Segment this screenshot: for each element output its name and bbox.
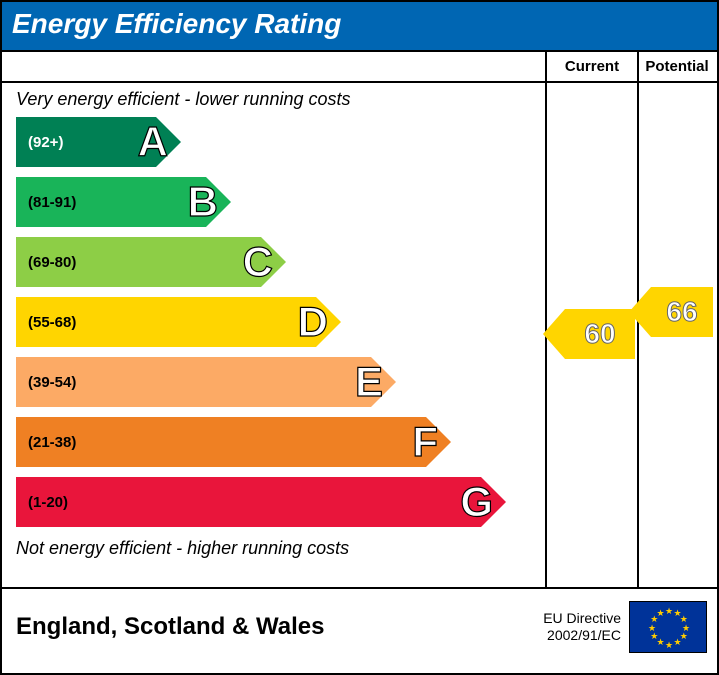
chart-area: Very energy efficient - lower running co… [2, 83, 547, 587]
region-text: England, Scotland & Wales [12, 613, 543, 641]
band-letter-b: B [188, 178, 218, 226]
current-rating-pointer: 60 [565, 309, 635, 359]
potential-column: 66 [639, 83, 715, 587]
body-row: Very energy efficient - lower running co… [2, 83, 717, 589]
band-row-e: (39-54) E [2, 352, 545, 412]
current-rating-value: 60 [584, 318, 615, 350]
header-current: Current [547, 52, 639, 81]
eu-star-icon: ★ [665, 606, 673, 617]
band-range-c: (69-80) [16, 254, 76, 271]
band-row-d: (55-68) D [2, 292, 545, 352]
eu-flag-icon: ★★★★★★★★★★★★ [629, 601, 707, 653]
header-blank [2, 52, 547, 81]
header-row: Current Potential [2, 50, 717, 83]
band-letter-a: A [138, 118, 168, 166]
bottom-note: Not energy efficient - higher running co… [2, 532, 545, 559]
top-note: Very energy efficient - lower running co… [2, 89, 545, 112]
band-letter-c: C [243, 238, 273, 286]
directive-line1: EU Directive [543, 610, 621, 626]
footer-row: England, Scotland & Wales EU Directive 2… [2, 589, 717, 664]
table: Current Potential Very energy efficient … [2, 50, 717, 664]
potential-rating-value: 66 [666, 296, 697, 328]
band-range-b: (81-91) [16, 194, 76, 211]
bands-host: (92+) A (81-91) B (69-80) C (55-68) D (39-54) E (2… [2, 112, 545, 532]
band-bar-b: (81-91)B [16, 177, 206, 227]
band-range-d: (55-68) [16, 314, 76, 331]
band-row-b: (81-91) B [2, 172, 545, 232]
band-range-a: (92+) [16, 134, 63, 151]
title-text: Energy Efficiency Rating [12, 8, 341, 39]
potential-rating-pointer: 66 [651, 287, 713, 337]
band-bar-c: (69-80)C [16, 237, 261, 287]
epc-container: Energy Efficiency Rating Current Potenti… [0, 0, 719, 675]
band-letter-e: E [355, 358, 383, 406]
band-bar-f: (21-38)F [16, 417, 426, 467]
title-bar: Energy Efficiency Rating [2, 2, 717, 50]
eu-star-icon: ★ [674, 637, 682, 648]
band-row-c: (69-80) C [2, 232, 545, 292]
directive-line2: 2002/91/EC [547, 627, 621, 643]
band-range-g: (1-20) [16, 494, 68, 511]
band-bar-d: (55-68)D [16, 297, 316, 347]
band-row-f: (21-38) F [2, 412, 545, 472]
band-letter-d: D [298, 298, 328, 346]
band-range-f: (21-38) [16, 434, 76, 451]
eu-star-icon: ★ [657, 608, 665, 619]
band-letter-g: G [460, 478, 493, 526]
band-row-g: (1-20) G [2, 472, 545, 532]
band-bar-e: (39-54)E [16, 357, 371, 407]
band-row-a: (92+) A [2, 112, 545, 172]
current-column: 60 [547, 83, 639, 587]
band-letter-f: F [412, 418, 438, 466]
header-potential: Potential [639, 52, 715, 81]
band-bar-a: (92+)A [16, 117, 156, 167]
band-bar-g: (1-20)G [16, 477, 481, 527]
band-range-e: (39-54) [16, 374, 76, 391]
eu-star-icon: ★ [665, 640, 673, 651]
directive-text: EU Directive 2002/91/EC [543, 610, 629, 644]
